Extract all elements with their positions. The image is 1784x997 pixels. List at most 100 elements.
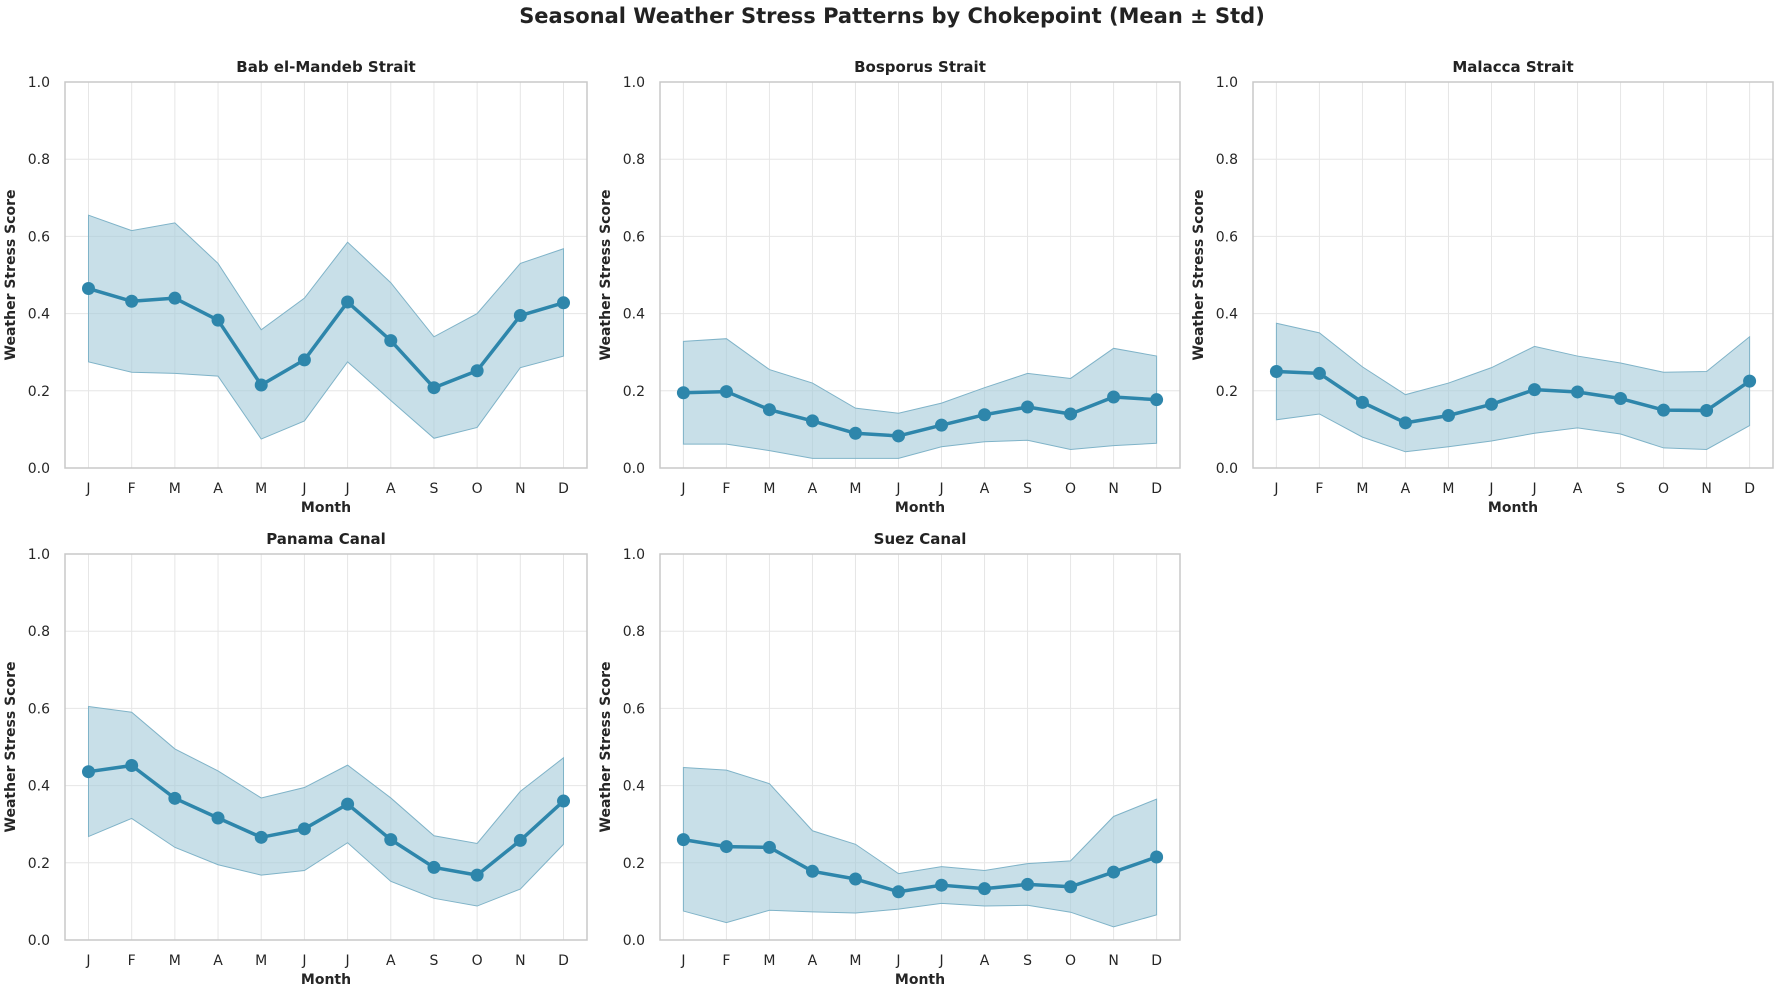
x-tick-label: M	[169, 953, 181, 969]
mean-point	[1107, 865, 1121, 879]
mean-point	[676, 833, 690, 847]
mean-point	[513, 309, 527, 323]
axes-frame	[64, 553, 588, 941]
mean-point	[1064, 880, 1078, 894]
y-tick-label: 0.4	[623, 307, 645, 323]
x-tick-label: F	[128, 481, 136, 497]
mean-point	[1657, 403, 1671, 417]
y-tick-label: 0.2	[1216, 384, 1238, 400]
chart-panel-2: 0.0 0.2 0.4 0.6 0.8 1.0 J F M A M J J A S O N D Month Weath…	[1191, 58, 1774, 516]
x-tick-label: J	[345, 953, 350, 969]
y-tick-label: 0.2	[28, 384, 50, 400]
x-tick-label: N	[1108, 953, 1118, 969]
y-axis-label: Weather Stress Score	[3, 190, 19, 361]
y-tick-label: 0.0	[623, 461, 645, 477]
x-tick-label: J	[680, 953, 685, 969]
y-tick-label: 1.0	[28, 547, 50, 563]
y-tick-label: 0.4	[1216, 307, 1238, 323]
x-tick-label: J	[301, 953, 306, 969]
mean-point	[762, 403, 776, 417]
x-tick-label: D	[1151, 953, 1162, 969]
mean-point	[427, 381, 441, 395]
panel-title: Suez Canal	[874, 530, 967, 548]
mean-point	[557, 794, 571, 808]
y-tick-label: 0.8	[623, 152, 645, 168]
mean-point	[848, 426, 862, 440]
x-tick-label: J	[1531, 481, 1536, 497]
mean-line	[88, 763, 565, 877]
mean-point	[125, 294, 139, 308]
y-tick-label: 0.4	[623, 779, 645, 795]
y-tick-label: 1.0	[623, 547, 645, 563]
mean-point	[384, 334, 398, 348]
y-tick-label: 0.8	[28, 152, 50, 168]
mean-point	[1107, 390, 1121, 404]
x-tick-label: A	[1401, 481, 1411, 497]
x-tick-label: A	[386, 953, 396, 969]
mean-point	[341, 295, 355, 309]
panel-title: Bab el-Mandeb Strait	[236, 58, 415, 76]
x-tick-label: M	[849, 481, 861, 497]
x-tick-label: A	[980, 481, 990, 497]
panel-title: Malacca Strait	[1452, 58, 1573, 76]
std-band	[682, 338, 1158, 459]
axes-frame	[659, 81, 1181, 469]
mean-line	[87, 286, 565, 390]
mean-point	[805, 414, 819, 428]
x-tick-label: A	[980, 953, 990, 969]
mean-point	[1700, 403, 1714, 417]
y-tick-label: 0.2	[623, 856, 645, 872]
x-axis-label: Month	[895, 500, 945, 516]
x-tick-label: O	[472, 481, 483, 497]
x-axis-label: Month	[1488, 500, 1538, 516]
x-tick-label: J	[1273, 481, 1278, 497]
x-tick-label: J	[85, 481, 90, 497]
mean-line	[1276, 369, 1751, 425]
x-tick-label: O	[1065, 481, 1076, 497]
x-tick-label: N	[1701, 481, 1711, 497]
mean-point	[1528, 383, 1542, 397]
x-tick-label: S	[1023, 481, 1032, 497]
y-tick-label: 1.0	[1216, 75, 1238, 91]
mean-point	[1398, 416, 1412, 430]
x-tick-label: J	[1488, 481, 1493, 497]
mean-point	[1441, 409, 1455, 423]
y-tick-label: 0.6	[623, 229, 645, 245]
y-tick-label: 0.0	[28, 461, 50, 477]
y-tick-label: 0.6	[623, 701, 645, 717]
mean-point	[1021, 877, 1035, 891]
chart-panel-3: 0.0 0.2 0.4 0.6 0.8 1.0 J F M A M J J A S O N D Month Weath…	[3, 530, 588, 988]
y-axis-label: Weather Stress Score	[598, 662, 614, 833]
x-tick-label: J	[301, 481, 306, 497]
x-tick-label: A	[1573, 481, 1583, 497]
mean-point	[978, 882, 992, 896]
x-tick-label: O	[472, 953, 483, 969]
x-tick-label: D	[558, 953, 569, 969]
x-axis-label: Month	[895, 972, 945, 988]
x-tick-label: J	[85, 953, 90, 969]
y-tick-label: 1.0	[28, 75, 50, 91]
y-tick-label: 0.6	[28, 229, 50, 245]
mean-point	[254, 378, 268, 392]
mean-point	[1614, 392, 1628, 406]
panel-title: Bosporus Strait	[854, 58, 986, 76]
mean-line	[683, 389, 1157, 438]
y-tick-label: 0.8	[1216, 152, 1238, 168]
x-tick-label: O	[1658, 481, 1669, 497]
x-tick-label: O	[1065, 953, 1076, 969]
mean-point	[513, 833, 527, 847]
x-tick-label: J	[938, 481, 943, 497]
x-tick-label: J	[938, 953, 943, 969]
mean-point	[719, 840, 733, 854]
y-axis-label: Weather Stress Score	[598, 190, 614, 361]
x-tick-label: N	[515, 953, 525, 969]
mean-point	[427, 860, 441, 874]
mean-point	[211, 313, 225, 327]
mean-point	[297, 353, 311, 367]
x-tick-label: D	[1151, 481, 1162, 497]
x-axis-label: Month	[301, 500, 351, 516]
mean-point	[762, 840, 776, 854]
std-band	[682, 766, 1158, 928]
y-tick-label: 0.0	[623, 933, 645, 949]
